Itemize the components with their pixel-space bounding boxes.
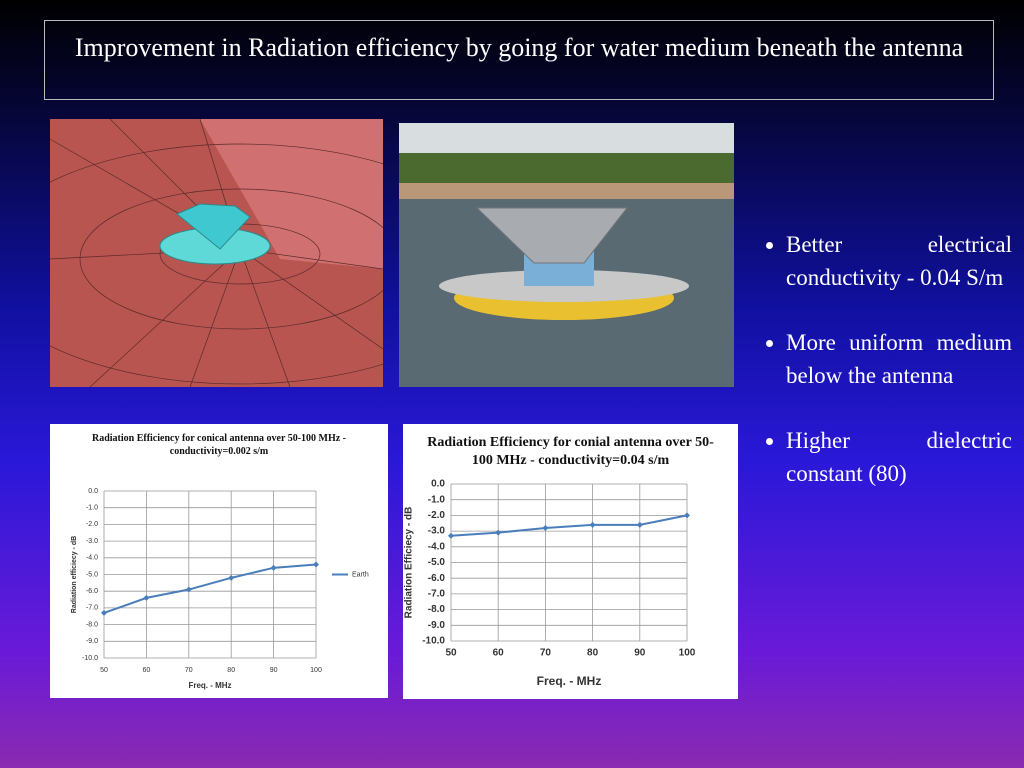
point bbox=[636, 521, 643, 528]
x-tick-label: 100 bbox=[310, 667, 322, 674]
y-tick-label: -8.0 bbox=[428, 604, 446, 615]
chart: 0.0 -1.0 -2.0 -3.0 -4.0 -5.0 -6.0 -7.0 -8.0 -9.0 -… bbox=[404, 479, 696, 689]
x-tick-label: 60 bbox=[143, 667, 151, 674]
y-tick-label: 0.0 bbox=[88, 488, 98, 495]
x-axis-label: Freq. - MHz bbox=[188, 681, 231, 690]
point bbox=[448, 532, 454, 539]
chart: 0.0 -1.0 -2.0 -3.0 -4.0 -5.0 -6.0 -7.0 -8.0 -9.0 -… bbox=[71, 488, 369, 690]
y-tick-label: -10.0 bbox=[422, 636, 445, 647]
point bbox=[185, 586, 192, 593]
point bbox=[495, 529, 502, 536]
bullet: More uniform medium below the antenna bbox=[786, 326, 1012, 392]
x-tick-label: 80 bbox=[227, 667, 235, 674]
y-tick-label: -5.0 bbox=[86, 571, 98, 578]
y-tick-label: -3.0 bbox=[428, 526, 446, 537]
y-tick-label: -4.0 bbox=[86, 555, 98, 562]
y-tick-label: -7.0 bbox=[86, 605, 98, 612]
x-tick-label: 80 bbox=[587, 648, 599, 659]
bullet-list: Better electrical conductivity - 0.04 S/… bbox=[750, 228, 1012, 522]
y-tick-label: -4.0 bbox=[428, 541, 446, 552]
prototype-photo bbox=[399, 123, 734, 387]
y-tick-label: -6.0 bbox=[428, 573, 446, 584]
x-tick-label: 100 bbox=[679, 648, 696, 659]
y-tick-label: -2.0 bbox=[86, 521, 98, 528]
x-tick-label: 70 bbox=[540, 648, 552, 659]
y-tick-label: -5.0 bbox=[428, 557, 446, 568]
chart-card: Radiation Efficiency for conial antenna … bbox=[403, 424, 738, 699]
y-tick-label: -10.0 bbox=[82, 655, 98, 662]
x-axis-label: Freq. - MHz bbox=[537, 674, 602, 688]
simulation-image bbox=[50, 119, 383, 387]
point bbox=[270, 564, 277, 571]
y-tick-label: -8.0 bbox=[86, 621, 98, 628]
point bbox=[589, 521, 596, 528]
y-axis-label: Radiation efficiecy - dB bbox=[71, 536, 78, 613]
y-tick-label: -1.0 bbox=[86, 505, 98, 512]
y-axis-label: Radiation Efficiecy - dB bbox=[404, 507, 415, 619]
x-tick-label: 60 bbox=[493, 648, 505, 659]
y-tick-label: -6.0 bbox=[86, 588, 98, 595]
series-line bbox=[103, 563, 317, 614]
point bbox=[542, 524, 549, 531]
chart-card: Radiation Efficiency for conical antenna… bbox=[50, 424, 388, 698]
y-tick-label: -9.0 bbox=[428, 620, 446, 631]
x-tick-label: 50 bbox=[445, 648, 457, 659]
y-tick-label: -2.0 bbox=[428, 510, 446, 521]
y-tick-label: -9.0 bbox=[86, 638, 98, 645]
x-tick-label: 70 bbox=[185, 667, 193, 674]
point bbox=[101, 609, 107, 616]
bullet: Higher dielectric constant (80) bbox=[786, 424, 1012, 490]
point bbox=[228, 574, 235, 581]
point bbox=[143, 594, 150, 601]
x-tick-label: 50 bbox=[100, 667, 108, 674]
y-tick-label: -3.0 bbox=[86, 538, 98, 545]
legend-label: Earth bbox=[352, 571, 369, 578]
x-tick-label: 90 bbox=[634, 648, 646, 659]
slide-title: Improvement in Radiation efficiency by g… bbox=[44, 20, 994, 100]
bullet: Better electrical conductivity - 0.04 S/… bbox=[786, 228, 1012, 294]
y-tick-label: -1.0 bbox=[428, 494, 446, 505]
point bbox=[313, 561, 319, 568]
chart-title: Radiation Efficiency for conical antenna… bbox=[91, 433, 347, 457]
y-tick-label: -7.0 bbox=[428, 589, 446, 600]
point bbox=[684, 512, 690, 519]
series-line bbox=[450, 514, 688, 537]
x-tick-label: 90 bbox=[270, 667, 278, 674]
chart-title: Radiation Efficiency for conial antenna … bbox=[427, 435, 714, 468]
y-tick-label: 0.0 bbox=[431, 479, 445, 490]
